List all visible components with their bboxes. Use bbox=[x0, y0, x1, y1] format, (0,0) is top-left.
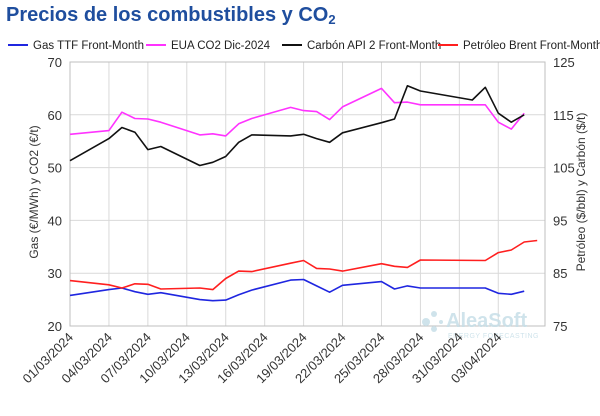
y-right-tick-label: 85 bbox=[553, 266, 567, 281]
right-axis-ticks: 75 85 95 105 115 125 bbox=[553, 55, 575, 334]
y-right-tick-label: 95 bbox=[553, 213, 567, 228]
y-left-tick-label: 20 bbox=[48, 319, 62, 334]
y-left-tick-label: 30 bbox=[48, 266, 62, 281]
plot-frame bbox=[69, 61, 546, 327]
watermark-tagline: ENERGY FORECASTING bbox=[448, 333, 539, 340]
y-right-tick-label: 125 bbox=[553, 55, 575, 70]
x-axis-ticks: 01/03/202404/03/202407/03/202410/03/2024… bbox=[19, 330, 504, 387]
chart-title: Precios de los combustibles y CO2 bbox=[6, 4, 336, 27]
legend-label: Carbón API 2 Front-Month bbox=[307, 40, 441, 52]
y-left-tick-label: 40 bbox=[48, 213, 62, 228]
series-line-petr-leo-brent-front-month bbox=[69, 239, 538, 291]
chart-title-subscript: 2 bbox=[328, 12, 336, 27]
y-right-tick-label: 75 bbox=[553, 319, 567, 334]
legend-label: EUA CO2 Dic-2024 bbox=[171, 40, 271, 52]
y-left-tick-label: 50 bbox=[48, 161, 62, 176]
watermark-brand: AleaSoft bbox=[446, 310, 527, 332]
aleasoft-logo-icon bbox=[422, 311, 443, 332]
legend-label: Petróleo Brent Front-Month bbox=[463, 40, 600, 52]
series-line-carb-n-api-2-front-month bbox=[69, 85, 525, 167]
watermark: AleaSoft ENERGY FORECASTING bbox=[422, 310, 539, 340]
y-axis-right-label: Petróleo ($/bbl) y Carbón ($/t) bbox=[574, 113, 588, 272]
legend: Gas TTF Front-Month EUA CO2 Dic-2024 Carbó… bbox=[8, 40, 600, 52]
gridlines bbox=[69, 61, 546, 327]
chart-title-text: Precios de los combustibles y CO bbox=[6, 4, 329, 26]
series-line-gas-ttf-front-month bbox=[69, 278, 525, 302]
y-left-tick-label: 60 bbox=[48, 108, 62, 123]
series-line-eua-co2-dic-2024 bbox=[69, 87, 525, 137]
y-axis-left-label: Gas (€/MWh) y CO2 (€/t) bbox=[27, 125, 41, 258]
y-right-tick-label: 105 bbox=[553, 161, 575, 176]
y-right-tick-label: 115 bbox=[553, 108, 574, 123]
left-axis-ticks: 20 30 40 50 60 70 bbox=[48, 55, 62, 334]
y-left-tick-label: 70 bbox=[48, 55, 62, 70]
series-lines bbox=[69, 85, 538, 302]
legend-label: Gas TTF Front-Month bbox=[33, 40, 144, 52]
